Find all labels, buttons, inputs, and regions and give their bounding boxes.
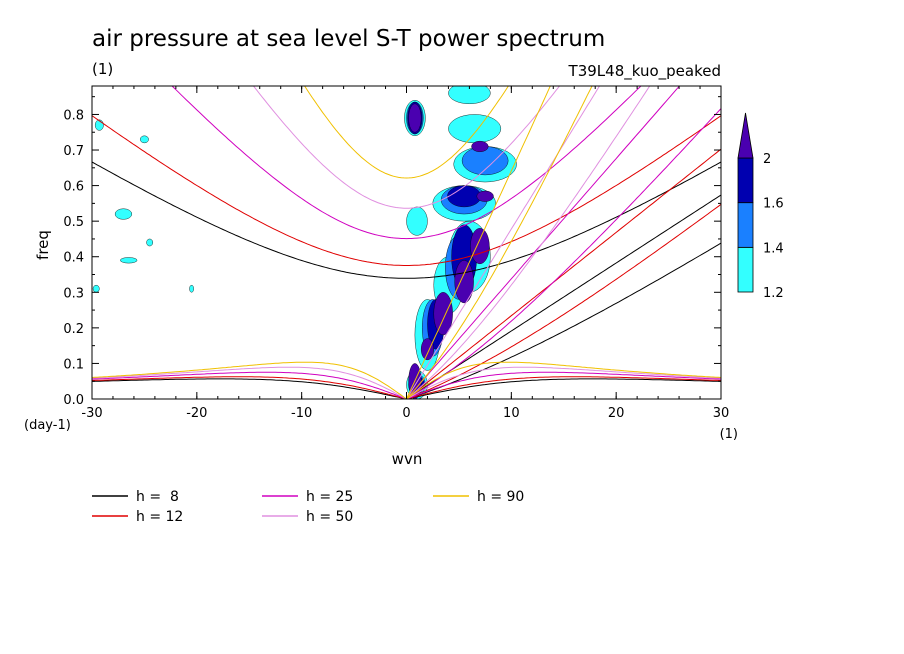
legend-label-h12: h = 12 bbox=[136, 509, 183, 525]
y-tick-label: 0.2 bbox=[63, 322, 84, 337]
colorbar-label: 1.6 bbox=[763, 197, 784, 212]
contour-region-12 bbox=[140, 135, 149, 144]
dispersion-curve-h90-rossby bbox=[92, 361, 721, 399]
contour-region-31 bbox=[454, 260, 474, 304]
dispersion-curve-h12-ig bbox=[92, 115, 721, 266]
colorbar-label: 2 bbox=[763, 152, 771, 167]
colorbar-box-2 bbox=[737, 157, 754, 204]
contour-region-34 bbox=[476, 190, 494, 202]
dispersion-curve-h50-mrg bbox=[406, 86, 651, 399]
dispersion-curve-layer bbox=[92, 86, 721, 399]
legend: h = 8 h = 12 h = 25 h = 50 h = 90 bbox=[92, 489, 524, 525]
dispersion-curve-h8-rossby bbox=[92, 378, 721, 399]
dispersion-curve-h12-rossby bbox=[92, 376, 721, 399]
dispersion-curve-h8-mrg bbox=[406, 242, 721, 399]
y-tick-label: 0.4 bbox=[63, 251, 84, 266]
x-tick-label: 10 bbox=[503, 406, 520, 421]
legend-label-h50: h = 50 bbox=[306, 509, 353, 525]
contour-region-10 bbox=[114, 208, 133, 220]
y-tick-label: 0.1 bbox=[63, 357, 84, 372]
dispersion-curve-h8-ig bbox=[92, 161, 721, 279]
contour-region-29 bbox=[420, 338, 434, 361]
contour-region-6 bbox=[448, 114, 502, 144]
contour-layer bbox=[92, 86, 517, 399]
contour-region-7 bbox=[448, 86, 491, 104]
dispersion-curve-h90-kelvin bbox=[406, 86, 551, 399]
x-tick-label: 20 bbox=[608, 406, 625, 421]
y-tick-label: 0.6 bbox=[63, 180, 84, 195]
x-unit-label: (1) bbox=[720, 427, 738, 442]
dispersion-curve-h90-ig bbox=[304, 86, 509, 179]
dispersion-curve-h50-kelvin bbox=[406, 86, 601, 399]
dispersion-curve-h25-mrg bbox=[406, 108, 721, 399]
contour-region-14 bbox=[146, 238, 154, 247]
experiment-label: T39L48_kuo_peaked bbox=[568, 62, 721, 81]
contour-region-16 bbox=[92, 284, 100, 293]
dispersion-curve-h25-rossby bbox=[92, 371, 721, 399]
legend-label-h8: h = 8 bbox=[136, 489, 179, 505]
colorbar-label: 1.4 bbox=[763, 241, 784, 256]
colorbar: 1.2 1.4 1.6 2 bbox=[737, 112, 784, 301]
y-tick-label: 0.8 bbox=[63, 108, 84, 123]
contour-region-33 bbox=[408, 103, 422, 133]
y-tick-label: 0.7 bbox=[63, 144, 84, 159]
axis-ticks: -30 -20 -10 0 10 20 30 0.0 0.1 0.2 0.3 0.4 0.5 0.6 0.7… bbox=[63, 86, 729, 421]
dispersion-curve-h25-ig bbox=[171, 86, 642, 240]
y-tick-label: 0.0 bbox=[63, 393, 84, 408]
colorbar-box-1 bbox=[737, 202, 754, 248]
x-tick-label: -20 bbox=[186, 406, 207, 421]
colorbar-box-0 bbox=[737, 246, 754, 293]
legend-label-h25: h = 25 bbox=[306, 489, 353, 505]
x-axis-label: wvn bbox=[392, 450, 423, 468]
chart-subtitle: (1) bbox=[92, 60, 113, 78]
dispersion-curve-h8-kelvin bbox=[406, 194, 721, 399]
contour-region-11 bbox=[120, 257, 138, 264]
contour-region-32 bbox=[470, 228, 490, 265]
y-tick-label: 0.3 bbox=[63, 286, 84, 301]
colorbar-label: 1.2 bbox=[763, 286, 784, 301]
legend-label-h90: h = 90 bbox=[477, 489, 524, 505]
x-tick-label: 30 bbox=[713, 406, 730, 421]
contour-region-26 bbox=[447, 185, 482, 208]
x-tick-label: -30 bbox=[81, 406, 102, 421]
chart-title: air pressure at sea level S-T power spec… bbox=[92, 26, 605, 52]
contour-region-30 bbox=[433, 292, 453, 336]
contour-region-15 bbox=[189, 284, 194, 293]
dispersion-curve-h50-rossby bbox=[92, 366, 721, 399]
colorbar-overflow-triangle bbox=[737, 112, 754, 159]
y-tick-label: 0.5 bbox=[63, 215, 84, 230]
contour-region-8 bbox=[406, 206, 428, 236]
plot-frame bbox=[91, 85, 722, 400]
y-unit-label: (day-1) bbox=[24, 418, 71, 433]
dispersion-curve-h50-ig bbox=[252, 86, 561, 209]
dispersion-curve-h90-mrg bbox=[406, 86, 593, 399]
dispersion-curve-h25-kelvin bbox=[406, 86, 681, 399]
x-tick-label: -10 bbox=[291, 406, 312, 421]
y-axis-label: freq bbox=[34, 230, 52, 260]
dispersion-curve-h12-kelvin bbox=[406, 148, 721, 399]
x-tick-label: 0 bbox=[402, 406, 410, 421]
contour-region-35 bbox=[471, 140, 489, 153]
